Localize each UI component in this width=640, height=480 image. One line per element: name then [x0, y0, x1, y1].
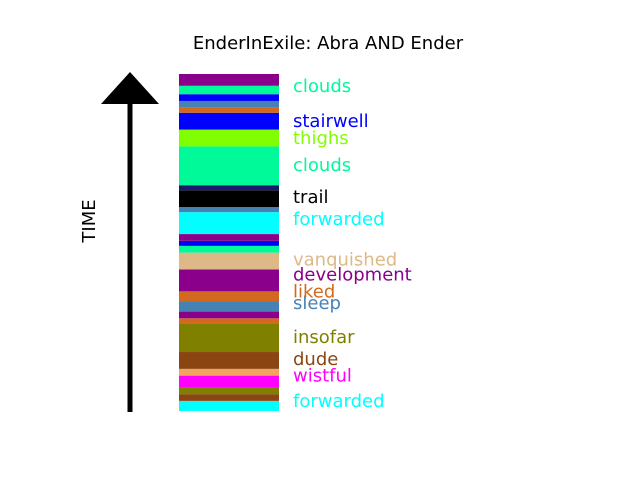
- timeline-segment: [179, 190, 279, 208]
- timeline-segment: [179, 252, 279, 270]
- segment-label: clouds: [293, 76, 351, 97]
- timeline-segment: [179, 400, 279, 411]
- segment-label: stairwell: [293, 111, 369, 132]
- segment-label: development: [293, 265, 412, 286]
- timeline-segment: [179, 387, 279, 395]
- segment-label: insofar: [293, 327, 355, 348]
- segment-label: sleep: [293, 293, 341, 314]
- timeline-segment: [179, 212, 279, 235]
- timeline-segment: [179, 100, 279, 108]
- timeline-segment: [179, 94, 279, 101]
- segment-label: forwarded: [293, 209, 385, 230]
- segment-label: clouds: [293, 155, 351, 176]
- timeline-segment: [179, 129, 279, 147]
- time-arrow-head: [101, 72, 159, 104]
- timeline-segment: [179, 352, 279, 369]
- segment-label: dude: [293, 349, 338, 370]
- timeline-segment: [179, 245, 279, 253]
- timeline-segments: [179, 74, 279, 411]
- timeline-segment: [179, 112, 279, 130]
- timeline-segment: [179, 74, 279, 86]
- timeline-segment: [179, 368, 279, 376]
- chart-title: EnderInExile: Abra AND Ender: [193, 33, 464, 54]
- segment-label: vanquished: [293, 249, 397, 270]
- timeline-segment: [179, 85, 279, 95]
- timeline-segment: [179, 107, 279, 113]
- timeline-segment: [179, 146, 279, 186]
- timeline-segment: [179, 394, 279, 401]
- timeline-segment: [179, 240, 279, 246]
- segment-label: wistful: [293, 366, 352, 387]
- timeline-segment: [179, 185, 279, 191]
- timeline-segment: [179, 318, 279, 324]
- y-axis-label: TIME: [79, 199, 100, 243]
- segment-label: liked: [293, 281, 335, 302]
- segment-label: trail: [293, 187, 329, 208]
- timeline-segment: [179, 375, 279, 388]
- segment-label: forwarded: [293, 391, 385, 412]
- timeline-segment: [179, 234, 279, 241]
- timeline-segment: [179, 311, 279, 319]
- timeline-segment: [179, 269, 279, 292]
- segment-label: thighs: [293, 128, 349, 149]
- timeline-segment: [179, 291, 279, 302]
- timeline-segment: [179, 323, 279, 353]
- timeline-segment: [179, 207, 279, 213]
- timeline-segment: [179, 301, 279, 312]
